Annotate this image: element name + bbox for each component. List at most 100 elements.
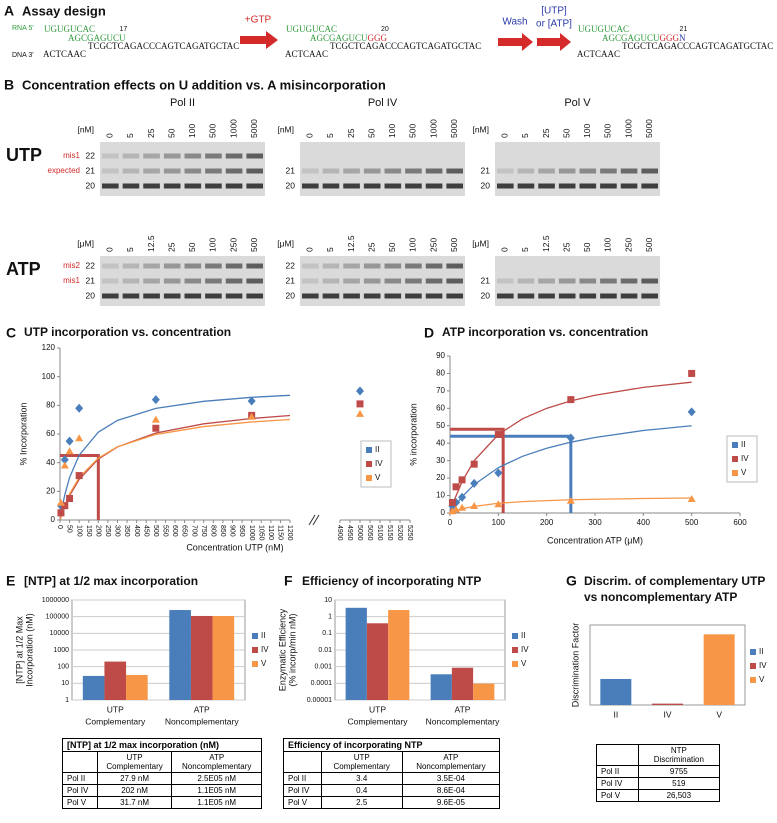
gel-band <box>302 263 319 269</box>
x-tick-label: 0 <box>448 518 453 527</box>
gel-band <box>122 293 140 299</box>
gel-band <box>246 263 263 269</box>
band-note: mis2 <box>63 261 80 270</box>
lane-label: 5 <box>520 133 530 138</box>
point <box>687 407 696 417</box>
panel-letter: G <box>566 573 577 589</box>
dna-sequence: ACTCAAC <box>43 49 86 59</box>
y-tick-label: 1 <box>65 697 69 704</box>
gel-band <box>205 153 222 159</box>
table: [NTP] at 1/2 max incorporation (nM) UTP Co… <box>62 738 262 809</box>
bar <box>104 661 127 700</box>
legend <box>252 633 258 667</box>
rna-segment: GGG <box>368 33 388 43</box>
lane-label: 50 <box>387 242 397 252</box>
x-tick-label: 5100 <box>376 525 383 541</box>
gel-band <box>322 293 340 299</box>
gel-band <box>538 293 555 299</box>
unit-label: [nM] <box>472 124 489 134</box>
point <box>75 434 84 442</box>
legend-label: IV <box>741 454 749 463</box>
row-label: UTP <box>6 145 42 165</box>
y-tick-label: 0.0001 <box>311 680 333 687</box>
chart-title: Discrim. of complementary UTP <box>584 574 765 588</box>
legend-frame <box>360 440 392 488</box>
y-tick-label: 0.00001 <box>307 697 332 704</box>
dna-sequence: TCGCTCAGACCCAGTCAGATGCTAC <box>88 41 239 51</box>
rna-segment: AGCGAGUCU <box>68 33 126 43</box>
lane-label: 5 <box>125 247 135 252</box>
table-row: Pol IV 202 nM 1.1E05 nM <box>62 784 262 797</box>
column-title: Pol IV <box>368 97 398 109</box>
gel-band <box>600 278 617 284</box>
arrow-label: or [ATP] <box>536 19 572 30</box>
fit-curve <box>449 425 692 513</box>
y-tick-label: 70 <box>436 386 445 395</box>
lane-label: 25 <box>146 128 156 138</box>
position-number: 20 <box>381 26 389 33</box>
x-tick-note: Noncomplementary <box>426 716 500 726</box>
table-cell: ATP Noncomplementary <box>171 751 262 773</box>
point <box>470 502 479 510</box>
y-tick-label: 40 <box>46 458 55 467</box>
y-tick-label: 80 <box>46 400 55 409</box>
y-axis-label: Enzymatic Efficiency <box>277 608 287 691</box>
table-cell: 3.5E-04 <box>401 772 501 785</box>
table-cell: 202 nM <box>96 784 173 797</box>
rna-sequence: AGCGAGUCUGGG <box>310 33 388 43</box>
band-note: mis1 <box>63 276 80 285</box>
table-cell: 26,503 <box>637 789 721 802</box>
y-tick-label: 0.1 <box>322 630 332 637</box>
gel-band <box>122 183 140 189</box>
gel-band <box>143 168 160 174</box>
gel-band <box>425 278 443 284</box>
x-tick-label: 5200 <box>396 525 403 541</box>
half-max-guide <box>450 434 573 513</box>
unit-label: [μM] <box>77 238 94 248</box>
gel-band <box>363 263 381 269</box>
x-tick-label: 4900 <box>336 525 343 541</box>
y-tick-label: 100 <box>57 664 69 671</box>
gel-band <box>322 168 340 174</box>
gel-band <box>205 278 222 284</box>
legend-label: IV <box>521 645 529 654</box>
x-tick-label: 1100 <box>267 525 274 540</box>
header-line: ATP <box>209 753 225 762</box>
gel-band <box>558 293 576 299</box>
table-row: Pol V 26,503 <box>596 789 721 802</box>
header-line: NTP <box>670 746 687 755</box>
y-tick-label: 10000 <box>50 630 70 637</box>
gel-band <box>425 293 443 299</box>
legend <box>512 633 518 667</box>
legend-label: IV <box>261 645 269 654</box>
lane-label: 1000 <box>228 119 238 138</box>
y-axis-label: Incorporation (nM) <box>24 613 34 687</box>
gel-band <box>600 183 617 189</box>
fit-curve <box>449 381 692 512</box>
y-tick-label: 1000000 <box>42 597 69 604</box>
table-cell: 9755 <box>637 765 721 778</box>
legend-label: V <box>759 675 765 684</box>
gel-band <box>163 183 181 189</box>
point <box>75 403 84 413</box>
panel-letter: F <box>284 573 293 589</box>
legend-swatch <box>750 649 756 655</box>
lane-label: 250 <box>623 238 633 252</box>
gel-band <box>246 278 263 284</box>
legend-swatch <box>732 442 738 448</box>
table-cell: 2.5 <box>320 796 403 809</box>
gel-band <box>122 263 140 269</box>
gel-band <box>205 168 222 174</box>
band-label: 22 <box>86 260 96 270</box>
gel-band <box>446 293 463 299</box>
bar <box>345 607 367 700</box>
gel-band <box>184 293 202 299</box>
point <box>448 499 456 507</box>
table-cell: Pol IV <box>62 784 98 797</box>
x-tick-label: V <box>716 709 722 719</box>
legend-swatch <box>512 647 518 653</box>
arrow-label: Wash <box>502 17 527 28</box>
arrow <box>240 31 278 49</box>
gel-band <box>641 293 658 299</box>
gel-band <box>384 263 402 269</box>
